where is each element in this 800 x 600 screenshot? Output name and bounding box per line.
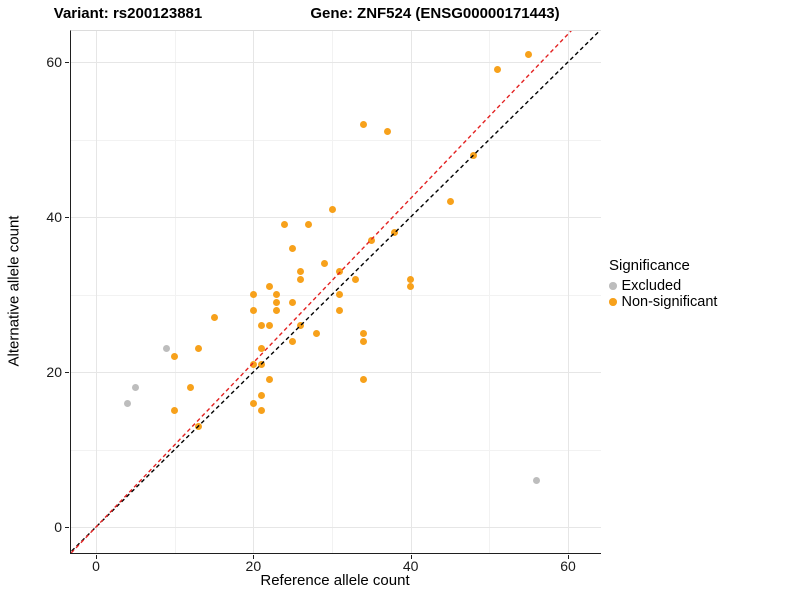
legend-item-excluded: Excluded [609,278,717,294]
data-point-non-significant [336,267,344,275]
y-minor-gridline [71,139,601,141]
x-tick-label: 40 [402,558,419,574]
data-point-non-significant [446,198,454,205]
data-point-non-significant [312,329,320,337]
data-point-non-significant [470,151,478,159]
data-point-non-significant [359,329,367,337]
x-minor-gridline [489,31,491,553]
y-tick-label: 0 [54,519,62,535]
data-point-non-significant [273,291,281,298]
x-tick-mark [568,555,569,559]
data-point-non-significant [359,376,367,384]
data-point-non-significant [273,298,281,306]
y-major-gridline [71,372,601,373]
y-tick-mark [65,372,69,373]
data-point-excluded [123,399,131,407]
data-point-non-significant [320,260,328,267]
x-major-gridline [410,31,412,553]
data-point-non-significant [281,221,289,229]
data-point-non-significant [171,407,179,415]
data-point-non-significant [257,322,265,329]
data-point-non-significant [249,360,257,368]
y-minor-gridline [71,449,601,451]
data-point-non-significant [493,66,501,74]
data-point-non-significant [297,275,305,283]
y-axis-title: Alternative allele count [5,215,23,367]
data-point-excluded [533,477,541,484]
plot-panel: 0 20 40 60 0 20 40 60 [46,30,601,574]
data-point-non-significant [194,422,202,430]
data-point-non-significant [336,291,344,298]
legend: Significance Excluded Non-significant [609,257,717,310]
data-point-non-significant [194,345,202,353]
x-major-gridline [96,31,97,553]
data-point-non-significant [186,384,194,391]
x-minor-gridline [174,31,176,553]
x-major-gridline [568,31,569,553]
x-tick-mark [253,555,255,559]
y-major-gridline [71,217,601,218]
x-minor-gridline [332,31,333,553]
x-tick-mark [96,555,97,559]
data-point-non-significant [249,399,257,407]
data-point-non-significant [304,221,312,229]
y-tick-label: 20 [46,364,62,380]
gene-title: Gene: ZNF524 (ENSG00000171443) [310,5,560,22]
data-point-non-significant [297,267,305,275]
legend-item-non-significant: Non-significant [609,294,717,310]
variant-title: Variant: rs200123881 [53,5,203,22]
data-point-non-significant [273,306,281,314]
y-tick-mark [65,217,69,218]
x-tick-label: 60 [560,558,576,574]
data-point-non-significant [257,360,265,368]
data-point-excluded [163,345,171,353]
data-point-non-significant [265,283,273,291]
data-point-non-significant [359,337,367,345]
data-point-non-significant [289,298,297,306]
x-axis-title: Reference allele count [260,572,410,589]
data-point-non-significant [289,337,297,345]
data-point-non-significant [391,229,399,236]
data-point-non-significant [367,236,375,244]
y-tick-mark [65,527,69,528]
data-point-non-significant [265,322,273,329]
data-point-non-significant [359,120,367,128]
data-point-non-significant [289,244,297,252]
x-tick-mark [410,555,412,559]
y-tick-label: 40 [46,209,62,225]
y-major-gridline [71,62,601,63]
excluded-dot-icon [609,282,617,290]
non-significant-dot-icon [609,298,617,306]
legend-title: Significance [609,257,690,274]
y-tick-label: 60 [46,54,62,70]
data-point-non-significant [407,283,415,291]
data-point-non-significant [210,314,218,322]
data-point-non-significant [297,322,305,329]
data-point-excluded [131,384,139,391]
data-point-non-significant [249,306,257,314]
data-point-non-significant [257,391,265,399]
x-tick-label: 0 [92,558,100,574]
data-point-non-significant [257,407,265,415]
data-point-non-significant [328,205,336,213]
data-point-non-significant [265,376,273,384]
data-point-non-significant [257,345,265,353]
data-point-non-significant [171,353,179,360]
data-point-non-significant [336,306,344,314]
data-point-non-significant [407,275,415,283]
data-point-non-significant [249,291,257,298]
y-tick-mark [65,62,69,63]
data-point-non-significant [352,275,360,283]
data-point-non-significant [525,50,533,58]
y-major-gridline [71,527,601,528]
x-tick-label: 20 [245,558,262,574]
data-point-non-significant [383,128,391,136]
